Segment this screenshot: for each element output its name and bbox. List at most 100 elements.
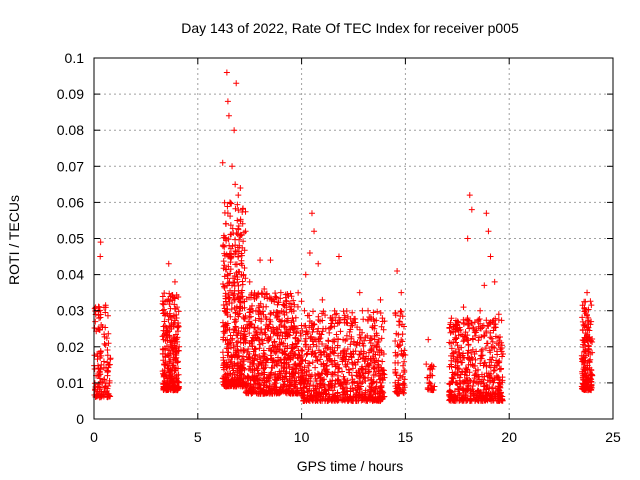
data-point <box>232 250 239 257</box>
data-point <box>293 343 300 350</box>
data-point <box>170 362 177 369</box>
data-point <box>277 295 284 302</box>
data-point <box>233 369 240 376</box>
data-point <box>237 184 244 191</box>
data-point <box>233 332 240 339</box>
data-point <box>294 303 301 310</box>
y-tick-label: 0.1 <box>65 50 85 66</box>
data-point <box>251 324 258 331</box>
data-point <box>276 340 283 347</box>
data-point <box>228 382 235 389</box>
data-point <box>581 298 588 305</box>
data-point <box>242 312 249 319</box>
data-point <box>237 216 244 223</box>
data-point <box>104 352 111 359</box>
data-point <box>222 266 229 273</box>
data-point <box>106 392 113 399</box>
data-point <box>460 304 467 311</box>
data-point <box>306 249 313 256</box>
data-point <box>251 324 258 331</box>
data-point <box>234 201 241 208</box>
data-point <box>95 326 102 333</box>
data-point <box>271 338 278 345</box>
data-point <box>234 353 241 360</box>
data-point <box>230 296 237 303</box>
data-point <box>96 369 103 376</box>
data-point <box>173 372 180 379</box>
data-point <box>425 336 432 343</box>
data-point <box>234 360 241 367</box>
data-point <box>475 337 482 344</box>
data-point <box>394 359 401 366</box>
data-point <box>227 313 234 320</box>
data-point <box>238 250 245 257</box>
data-point <box>168 343 175 350</box>
data-point <box>479 346 486 353</box>
data-point <box>227 359 234 366</box>
data-point <box>244 349 251 356</box>
data-point <box>398 289 405 296</box>
data-point <box>227 213 234 220</box>
data-point <box>235 327 242 334</box>
data-point <box>164 297 171 304</box>
data-point <box>359 307 366 314</box>
data-point <box>223 251 230 258</box>
data-point <box>219 280 226 287</box>
data-point <box>220 354 227 361</box>
data-point <box>496 366 503 373</box>
data-point <box>226 370 233 377</box>
data-point <box>95 392 102 399</box>
data-point <box>228 299 235 306</box>
data-point <box>165 260 172 267</box>
data-point <box>101 331 108 338</box>
data-point <box>96 350 103 357</box>
data-point <box>225 112 232 119</box>
x-tick-label: 15 <box>398 429 414 445</box>
data-point <box>224 325 231 332</box>
data-point <box>498 317 505 324</box>
data-point <box>162 322 169 329</box>
data-point <box>99 324 106 331</box>
data-point <box>466 325 473 332</box>
data-point <box>228 306 235 313</box>
data-point <box>468 206 475 213</box>
data-point <box>237 231 244 238</box>
y-tick-label: 0.08 <box>57 122 84 138</box>
data-point <box>91 324 98 331</box>
data-point <box>100 364 107 371</box>
data-point <box>92 318 99 325</box>
data-point <box>221 273 228 280</box>
data-point <box>401 347 408 354</box>
data-point <box>230 351 237 358</box>
data-point <box>224 98 231 105</box>
data-point <box>237 335 244 342</box>
data-point <box>168 320 175 327</box>
data-point <box>235 253 242 260</box>
y-tick-label: 0.03 <box>57 303 84 319</box>
data-point <box>174 324 181 331</box>
data-point <box>246 330 253 337</box>
data-point <box>293 330 300 337</box>
data-point <box>263 356 270 363</box>
data-point <box>254 365 261 372</box>
data-point <box>159 293 166 300</box>
data-point <box>498 365 505 372</box>
data-point <box>166 301 173 308</box>
data-point <box>96 383 103 390</box>
data-point <box>485 228 492 235</box>
data-point <box>105 330 112 337</box>
data-point <box>235 313 242 320</box>
x-tick-label: 5 <box>194 429 202 445</box>
data-point <box>222 290 229 297</box>
data-point <box>175 308 182 315</box>
data-point <box>239 206 246 213</box>
data-point <box>235 192 242 199</box>
data-point <box>240 358 247 365</box>
x-tick-label: 10 <box>294 429 310 445</box>
data-point <box>374 308 381 315</box>
data-point <box>242 228 249 235</box>
data-point <box>96 315 103 322</box>
data-point <box>171 278 178 285</box>
data-point <box>165 369 172 376</box>
